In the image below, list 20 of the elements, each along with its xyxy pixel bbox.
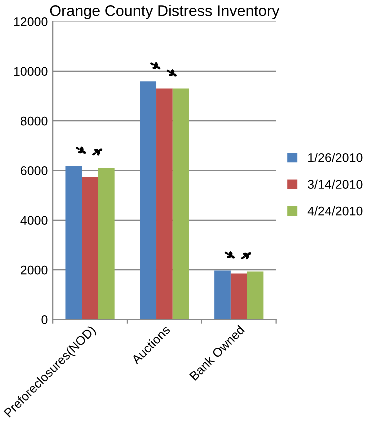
y-tick-label: 4000 bbox=[20, 216, 48, 226]
bar bbox=[230, 274, 248, 320]
bar bbox=[66, 166, 82, 320]
legend-label: 3/14/2010 bbox=[308, 180, 363, 190]
bar bbox=[156, 88, 173, 320]
chart-title: Orange County Distress Inventory bbox=[50, 5, 280, 20]
y-tick-label: 2000 bbox=[21, 266, 48, 275]
bar bbox=[82, 177, 98, 320]
y-tick-label: 0 bbox=[42, 316, 48, 324]
y-tick-label: 12000 bbox=[14, 18, 48, 26]
bar bbox=[214, 270, 231, 320]
bar bbox=[172, 88, 190, 320]
y-tick-label: 6000 bbox=[21, 166, 48, 176]
y-tick-label: 10000 bbox=[14, 67, 48, 76]
legend-label: 1/26/2010 bbox=[308, 153, 363, 162]
bar bbox=[247, 272, 264, 320]
bar bbox=[98, 168, 115, 320]
y-tick-label: 8000 bbox=[20, 116, 48, 126]
bar bbox=[140, 82, 157, 320]
legend-label: 4/24/2010 bbox=[308, 206, 363, 216]
